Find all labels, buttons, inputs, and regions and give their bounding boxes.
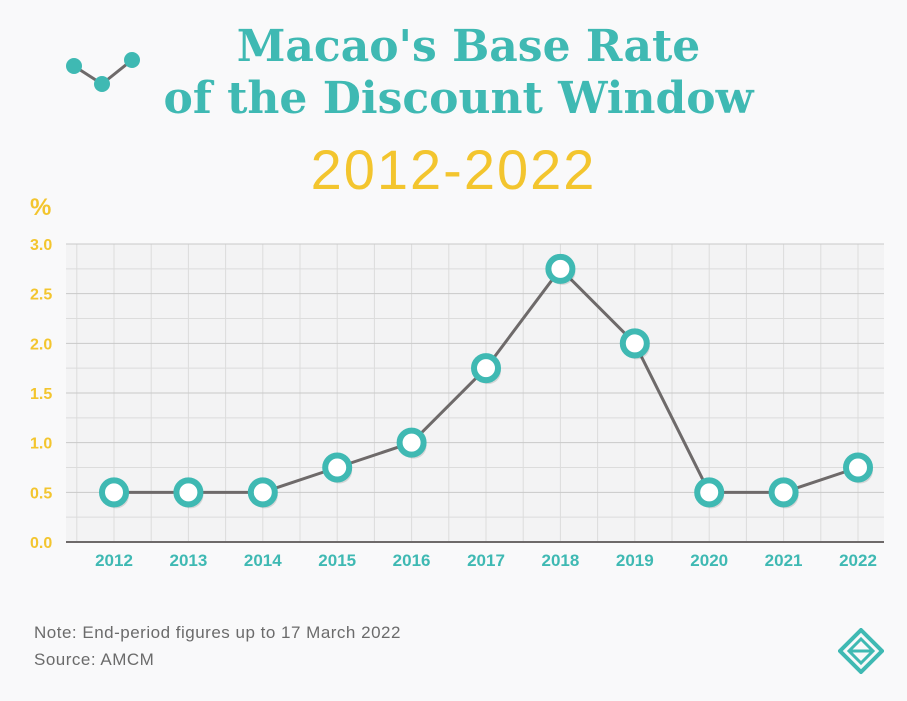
y-tick-label: 0.5	[30, 485, 52, 502]
data-point	[247, 477, 278, 508]
chart-subtitle: 2012-2022	[310, 138, 597, 201]
data-point	[545, 253, 576, 284]
x-tick-label: 2014	[244, 551, 282, 570]
x-tick-label: 2012	[95, 551, 133, 570]
data-point	[322, 452, 353, 483]
x-tick-label: 2015	[318, 551, 356, 570]
y-tick-label: 0.0	[30, 535, 52, 552]
data-point	[694, 477, 725, 508]
y-tick-label: 2.5	[30, 287, 52, 304]
data-point	[843, 452, 873, 483]
x-tick-label: 2016	[393, 551, 431, 570]
x-tick-label: 2013	[169, 551, 207, 570]
y-tick-label: 1.5	[30, 386, 52, 403]
x-tick-label: 2017	[467, 551, 505, 570]
data-point	[99, 477, 129, 508]
footnote: Note: End-period figures up to 17 March …	[34, 623, 401, 642]
data-point	[471, 353, 501, 384]
x-tick-label: 2021	[765, 551, 803, 570]
y-tick-label: 2.0	[30, 336, 52, 353]
data-point	[768, 477, 799, 508]
x-tick-label: 2022	[839, 551, 877, 570]
y-tick-label: 3.0	[30, 237, 52, 254]
data-point	[173, 477, 204, 508]
y-axis-label: %	[30, 194, 51, 221]
y-tick-label: 1.0	[30, 436, 52, 453]
x-tick-label: 2018	[541, 551, 579, 570]
data-point	[619, 328, 650, 359]
line-chart-icon	[66, 52, 140, 92]
chart-title-line1: Macao's Base Rate	[236, 21, 701, 72]
amcm-logo-icon	[838, 628, 884, 674]
x-tick-label: 2019	[616, 551, 654, 570]
chart-title-line2: of the Discount Window	[163, 73, 754, 124]
data-point	[396, 427, 427, 458]
source-note: Source: AMCM	[34, 650, 155, 669]
x-tick-label: 2020	[690, 551, 728, 570]
